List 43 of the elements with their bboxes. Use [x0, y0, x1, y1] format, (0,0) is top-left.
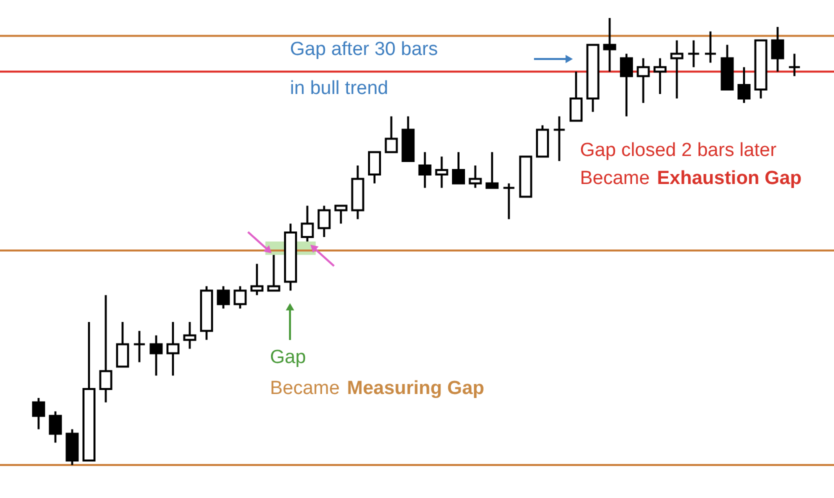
annotation: Gap after 30 bars	[290, 39, 438, 60]
annotation: Became	[270, 378, 340, 399]
candlestick	[99, 294, 112, 404]
candlestick	[132, 330, 146, 364]
candlestick	[452, 151, 465, 184]
candlestick	[435, 156, 448, 189]
candlestick	[486, 151, 499, 189]
candlestick	[738, 66, 751, 104]
candlestick	[670, 39, 684, 100]
candlestick	[771, 26, 784, 73]
candlestick	[418, 151, 432, 189]
candlestick	[687, 39, 700, 68]
candlestick	[368, 151, 382, 184]
candlestick	[384, 115, 398, 154]
candlestick	[502, 182, 516, 220]
candlestick	[32, 396, 46, 430]
candlestick	[318, 204, 331, 238]
annotation: Exhaustion Gap	[657, 168, 802, 189]
annotation: Gap	[270, 347, 306, 368]
candlestick	[183, 320, 196, 350]
candlestick	[334, 204, 348, 225]
candlestick	[552, 115, 566, 162]
candlestick	[620, 52, 633, 118]
candlestick	[116, 320, 130, 368]
annotation: in bull trend	[290, 78, 388, 99]
candlestick	[166, 320, 180, 377]
candlestick	[267, 254, 280, 292]
candlestick	[300, 204, 314, 242]
candlestick	[216, 285, 230, 310]
annotation: Measuring Gap	[347, 378, 484, 399]
annotation: Gap closed 2 bars later	[580, 140, 778, 161]
candlestick	[570, 70, 583, 122]
candlestick	[788, 52, 801, 78]
candlestick	[603, 17, 616, 73]
candlestick	[704, 30, 717, 64]
candlestick	[468, 164, 482, 189]
candlestick	[48, 410, 62, 444]
candlestick	[636, 57, 650, 104]
annotation: Became	[580, 168, 650, 189]
candlestick	[150, 334, 163, 377]
candlestick	[234, 285, 247, 310]
candlestick	[250, 262, 264, 296]
candlestick	[654, 57, 667, 95]
